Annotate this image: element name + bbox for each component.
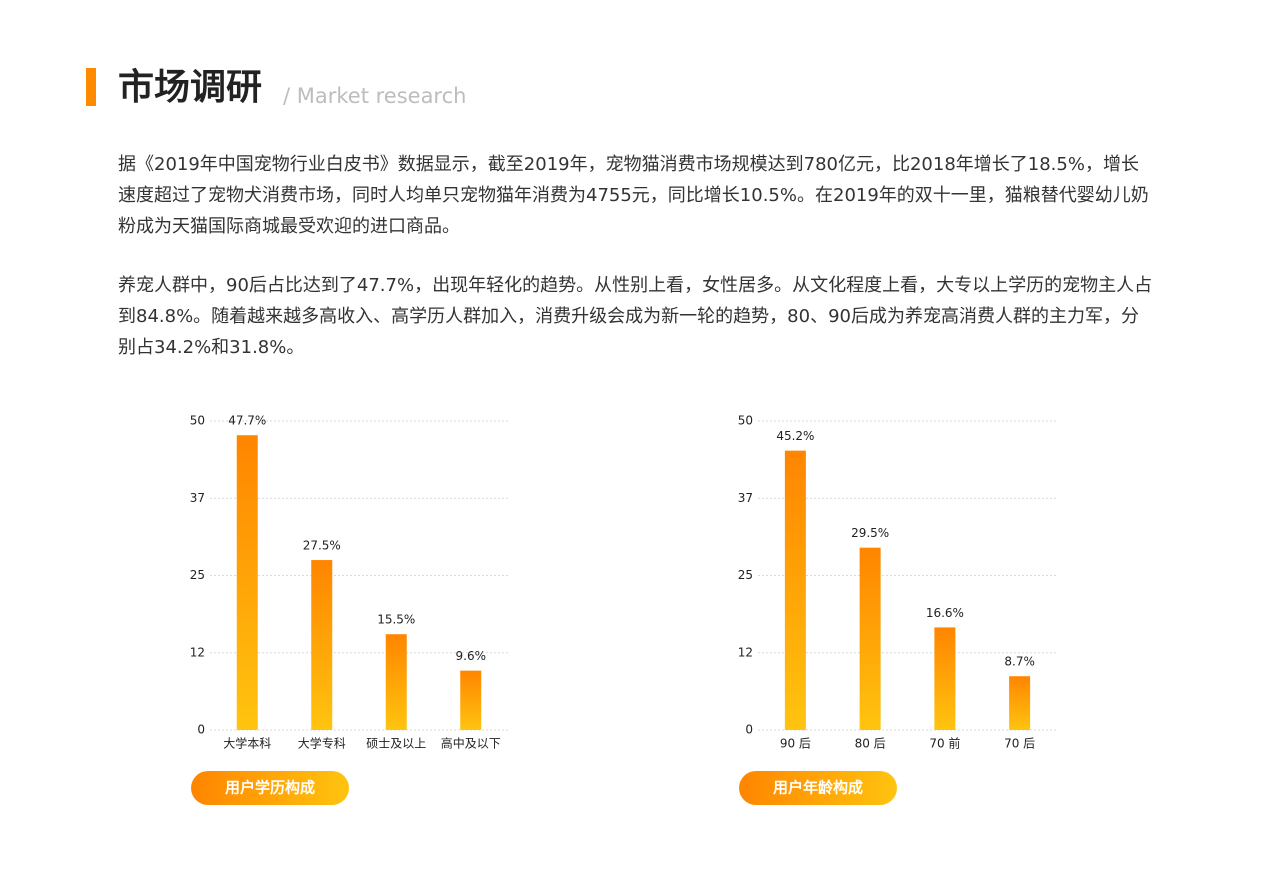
x-tick-label: 大学本科 xyxy=(223,736,271,751)
value-label: 9.6% xyxy=(456,649,487,663)
chart-caption: 用户学历构成 xyxy=(225,779,315,797)
chart-caption: 用户年龄构成 xyxy=(773,779,863,797)
bar xyxy=(859,547,881,730)
y-tick-label: 25 xyxy=(738,568,753,582)
y-tick-label: 50 xyxy=(738,414,753,428)
bar xyxy=(311,560,333,730)
caption-pill xyxy=(739,771,897,805)
bar xyxy=(385,634,407,730)
value-label: 8.7% xyxy=(1004,655,1035,669)
x-tick-label: 高中及以下 xyxy=(441,736,501,751)
bar xyxy=(1009,676,1031,730)
y-tick-label: 0 xyxy=(745,723,753,737)
x-tick-label: 70 前 xyxy=(929,736,960,751)
y-tick-label: 12 xyxy=(738,645,753,659)
value-label: 16.6% xyxy=(926,606,964,620)
y-tick-label: 0 xyxy=(197,723,205,737)
y-tick-label: 25 xyxy=(190,568,205,582)
x-tick-label: 80 后 xyxy=(855,737,886,751)
x-tick-label: 硕士及以上 xyxy=(366,737,426,751)
x-tick-label: 90 后 xyxy=(780,737,811,751)
page-subtitle: / Market research xyxy=(283,84,467,108)
value-label: 45.2% xyxy=(776,429,814,443)
x-tick-label: 70 后 xyxy=(1004,737,1035,751)
x-tick-label: 大学专科 xyxy=(298,736,346,751)
value-label: 47.7% xyxy=(228,414,266,428)
y-tick-label: 37 xyxy=(738,491,753,505)
y-tick-label: 50 xyxy=(190,414,205,428)
bar xyxy=(236,435,258,730)
bar xyxy=(934,627,956,730)
value-label: 15.5% xyxy=(377,613,415,627)
y-tick-label: 12 xyxy=(190,645,205,659)
value-label: 27.5% xyxy=(303,539,341,553)
paragraph: 养宠人群中，90后占比达到了47.7%，出现年轻化的趋势。从性别上看，女性居多。… xyxy=(118,275,1153,358)
page-title: 市场调研 xyxy=(118,67,263,108)
y-tick-label: 37 xyxy=(190,491,205,505)
bar xyxy=(460,670,482,730)
caption-pill xyxy=(191,771,349,805)
bar xyxy=(784,450,806,730)
paragraph: 据《2019年中国宠物行业白皮书》数据显示，截至2019年，宠物猫消费市场规模达… xyxy=(118,154,1149,237)
value-label: 29.5% xyxy=(851,526,889,540)
title-accent xyxy=(86,68,96,106)
